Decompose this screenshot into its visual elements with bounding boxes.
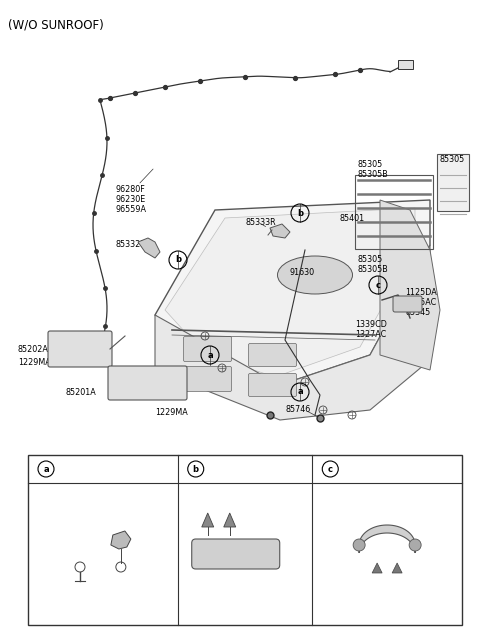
FancyBboxPatch shape (48, 331, 112, 367)
Text: 1249LL: 1249LL (36, 560, 65, 569)
FancyBboxPatch shape (183, 336, 231, 362)
FancyBboxPatch shape (393, 296, 422, 312)
Text: 85201A: 85201A (65, 388, 96, 397)
Polygon shape (392, 563, 402, 573)
Text: a: a (207, 350, 213, 359)
Polygon shape (111, 531, 131, 549)
Polygon shape (138, 238, 160, 258)
Text: 85305B: 85305B (358, 170, 389, 179)
FancyBboxPatch shape (437, 154, 469, 211)
Text: 1327AC: 1327AC (355, 330, 386, 339)
Text: 1125DA: 1125DA (405, 288, 437, 297)
FancyBboxPatch shape (192, 539, 280, 569)
FancyBboxPatch shape (249, 373, 297, 396)
Polygon shape (270, 224, 290, 238)
FancyBboxPatch shape (249, 343, 297, 366)
Polygon shape (380, 200, 440, 370)
Text: 96230E: 96230E (115, 195, 145, 204)
Text: 85235: 85235 (36, 500, 61, 509)
Text: 85345: 85345 (405, 308, 430, 317)
Text: 85332B: 85332B (115, 240, 146, 249)
Polygon shape (155, 245, 430, 420)
Text: (W/O SUNROOF): (W/O SUNROOF) (8, 18, 104, 31)
Text: a: a (297, 387, 303, 396)
Text: c: c (375, 280, 381, 289)
Text: b: b (175, 255, 181, 264)
Text: b: b (297, 208, 303, 217)
Text: 85305: 85305 (358, 160, 383, 169)
Text: 85454C: 85454C (235, 500, 266, 509)
FancyBboxPatch shape (28, 455, 462, 625)
Text: 85305: 85305 (358, 255, 383, 264)
Text: b: b (193, 464, 199, 473)
Text: 85340M: 85340M (227, 580, 259, 589)
Text: 1229MA: 1229MA (155, 408, 188, 417)
Text: 91630: 91630 (290, 268, 315, 277)
Polygon shape (165, 208, 415, 377)
Text: 1339CD: 1339CD (355, 320, 387, 329)
Text: 85202A: 85202A (18, 345, 49, 354)
Polygon shape (359, 525, 415, 553)
Text: c: c (328, 464, 333, 473)
FancyBboxPatch shape (397, 59, 412, 69)
Text: 85746: 85746 (285, 405, 310, 414)
Text: 1125AC: 1125AC (405, 298, 436, 307)
Polygon shape (202, 513, 214, 527)
Text: 85454C: 85454C (188, 513, 218, 522)
Text: 85305: 85305 (440, 155, 465, 164)
Circle shape (409, 539, 421, 551)
Text: 85454C: 85454C (324, 573, 355, 582)
Polygon shape (224, 513, 236, 527)
Text: 1229MA: 1229MA (18, 358, 51, 367)
Text: a: a (43, 464, 49, 473)
Text: 1249LM: 1249LM (36, 571, 68, 580)
Polygon shape (372, 563, 382, 573)
FancyBboxPatch shape (183, 366, 231, 392)
Text: 85340J: 85340J (379, 500, 407, 509)
FancyBboxPatch shape (108, 366, 187, 400)
Text: 85401: 85401 (340, 214, 365, 223)
Text: 85333R: 85333R (245, 218, 276, 227)
Circle shape (353, 539, 365, 551)
Text: 96559A: 96559A (115, 205, 146, 214)
Text: 96280F: 96280F (115, 185, 145, 194)
Text: 85305B: 85305B (358, 265, 389, 274)
Text: 85454C: 85454C (352, 563, 383, 572)
Ellipse shape (277, 256, 352, 294)
Polygon shape (155, 200, 430, 385)
